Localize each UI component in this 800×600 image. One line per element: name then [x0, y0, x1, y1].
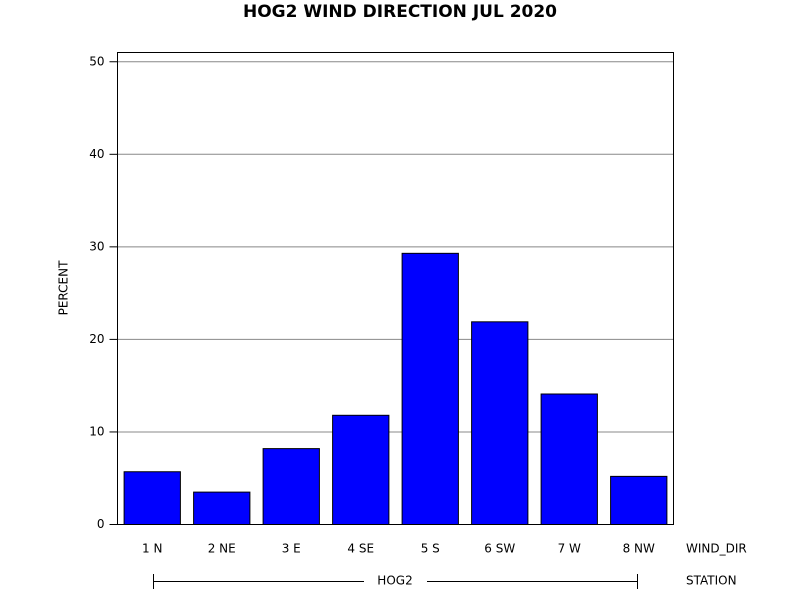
x-tick-label: 6 SW — [484, 542, 515, 556]
x-tick-label: 5 S — [421, 542, 440, 556]
bar — [123, 471, 181, 526]
x-tick-label: 8 NW — [623, 542, 655, 556]
y-axis-label: PERCENT — [57, 260, 71, 315]
y-tick-label: 0 — [97, 517, 105, 531]
x-tick-label: 7 W — [558, 542, 581, 556]
bar — [401, 252, 459, 526]
y-tick-label: 10 — [89, 424, 104, 438]
bar — [610, 475, 668, 525]
x-axis-label: WIND_DIR — [686, 542, 747, 556]
bar — [332, 414, 390, 525]
group-axis-label: STATION — [686, 574, 737, 588]
x-tick-label: 4 SE — [347, 542, 374, 556]
group-bracket — [153, 574, 638, 589]
bar — [471, 321, 529, 526]
bar — [540, 393, 598, 525]
x-tick-label: 3 E — [282, 542, 301, 556]
y-tick-label: 20 — [89, 332, 104, 346]
group-label: HOG2 — [377, 574, 412, 588]
y-tick-label: 30 — [89, 239, 104, 253]
x-tick-label: 2 NE — [208, 542, 236, 556]
x-tick-label: 1 N — [142, 542, 162, 556]
y-tick-label: 40 — [89, 147, 104, 161]
plot-frame — [117, 52, 674, 525]
chart-title: HOG2 WIND DIRECTION JUL 2020 — [243, 2, 557, 22]
bar — [262, 448, 320, 525]
y-tick-label: 50 — [89, 54, 104, 68]
bar — [193, 491, 251, 526]
